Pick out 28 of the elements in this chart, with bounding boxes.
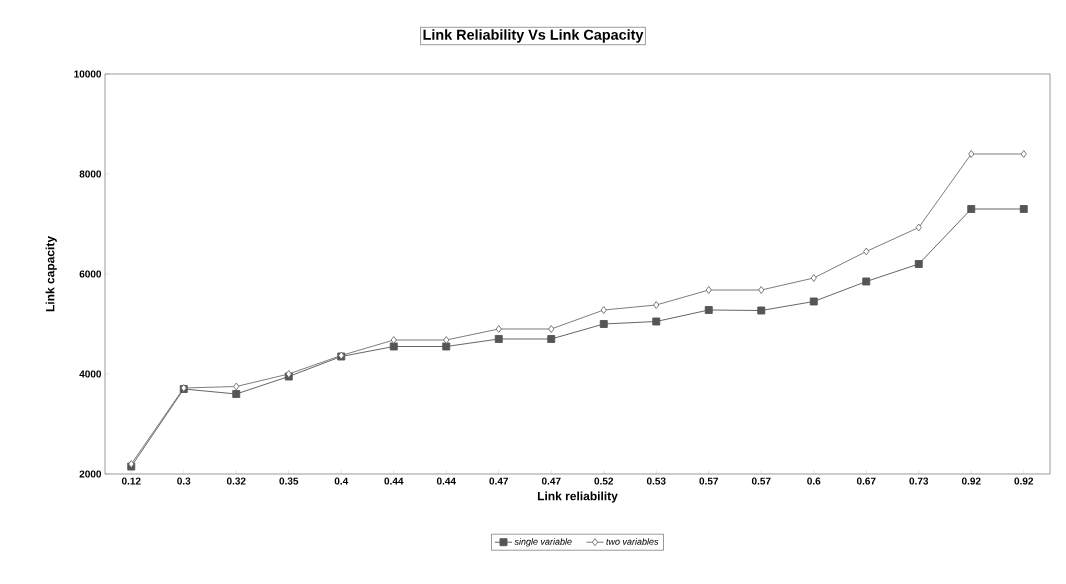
y-tick-label: 10000 bbox=[74, 70, 102, 78]
x-tick-label: 0.73 bbox=[909, 477, 929, 485]
x-tick-label: 0.52 bbox=[594, 477, 614, 485]
x-tick-label: 0.32 bbox=[226, 477, 246, 485]
legend-label: two variables bbox=[606, 538, 659, 545]
y-axis-title: Link capacity bbox=[45, 236, 57, 312]
x-tick-label: 0.47 bbox=[541, 477, 561, 485]
legend-label: single variable bbox=[514, 538, 572, 547]
y-tick-label: 4000 bbox=[79, 370, 102, 378]
chart-title: Link Reliability Vs Link Capacity bbox=[423, 29, 644, 43]
x-tick-label: 0.6 bbox=[807, 477, 821, 485]
x-tick-label: 0.57 bbox=[751, 477, 771, 485]
x-tick-label: 0.44 bbox=[384, 477, 404, 485]
x-axis-title: Link reliability bbox=[537, 491, 618, 503]
x-tick-label: 0.4 bbox=[334, 477, 349, 485]
y-tick-label: 8000 bbox=[79, 170, 102, 178]
x-tick-label: 0.12 bbox=[121, 477, 141, 485]
x-tick-label: 0.92 bbox=[961, 477, 981, 485]
y-tick-label: 2000 bbox=[79, 470, 102, 478]
x-tick-label: 0.67 bbox=[856, 477, 876, 485]
x-tick-label: 0.92 bbox=[1014, 477, 1034, 485]
x-tick-label: 0.57 bbox=[699, 477, 719, 485]
y-tick-label: 6000 bbox=[79, 270, 102, 278]
x-tick-label: 0.47 bbox=[489, 477, 509, 485]
x-tick-label: 0.3 bbox=[177, 477, 191, 485]
x-tick-label: 0.44 bbox=[436, 477, 456, 485]
x-tick-label: 0.53 bbox=[646, 477, 666, 485]
x-tick-label: 0.35 bbox=[279, 477, 299, 485]
